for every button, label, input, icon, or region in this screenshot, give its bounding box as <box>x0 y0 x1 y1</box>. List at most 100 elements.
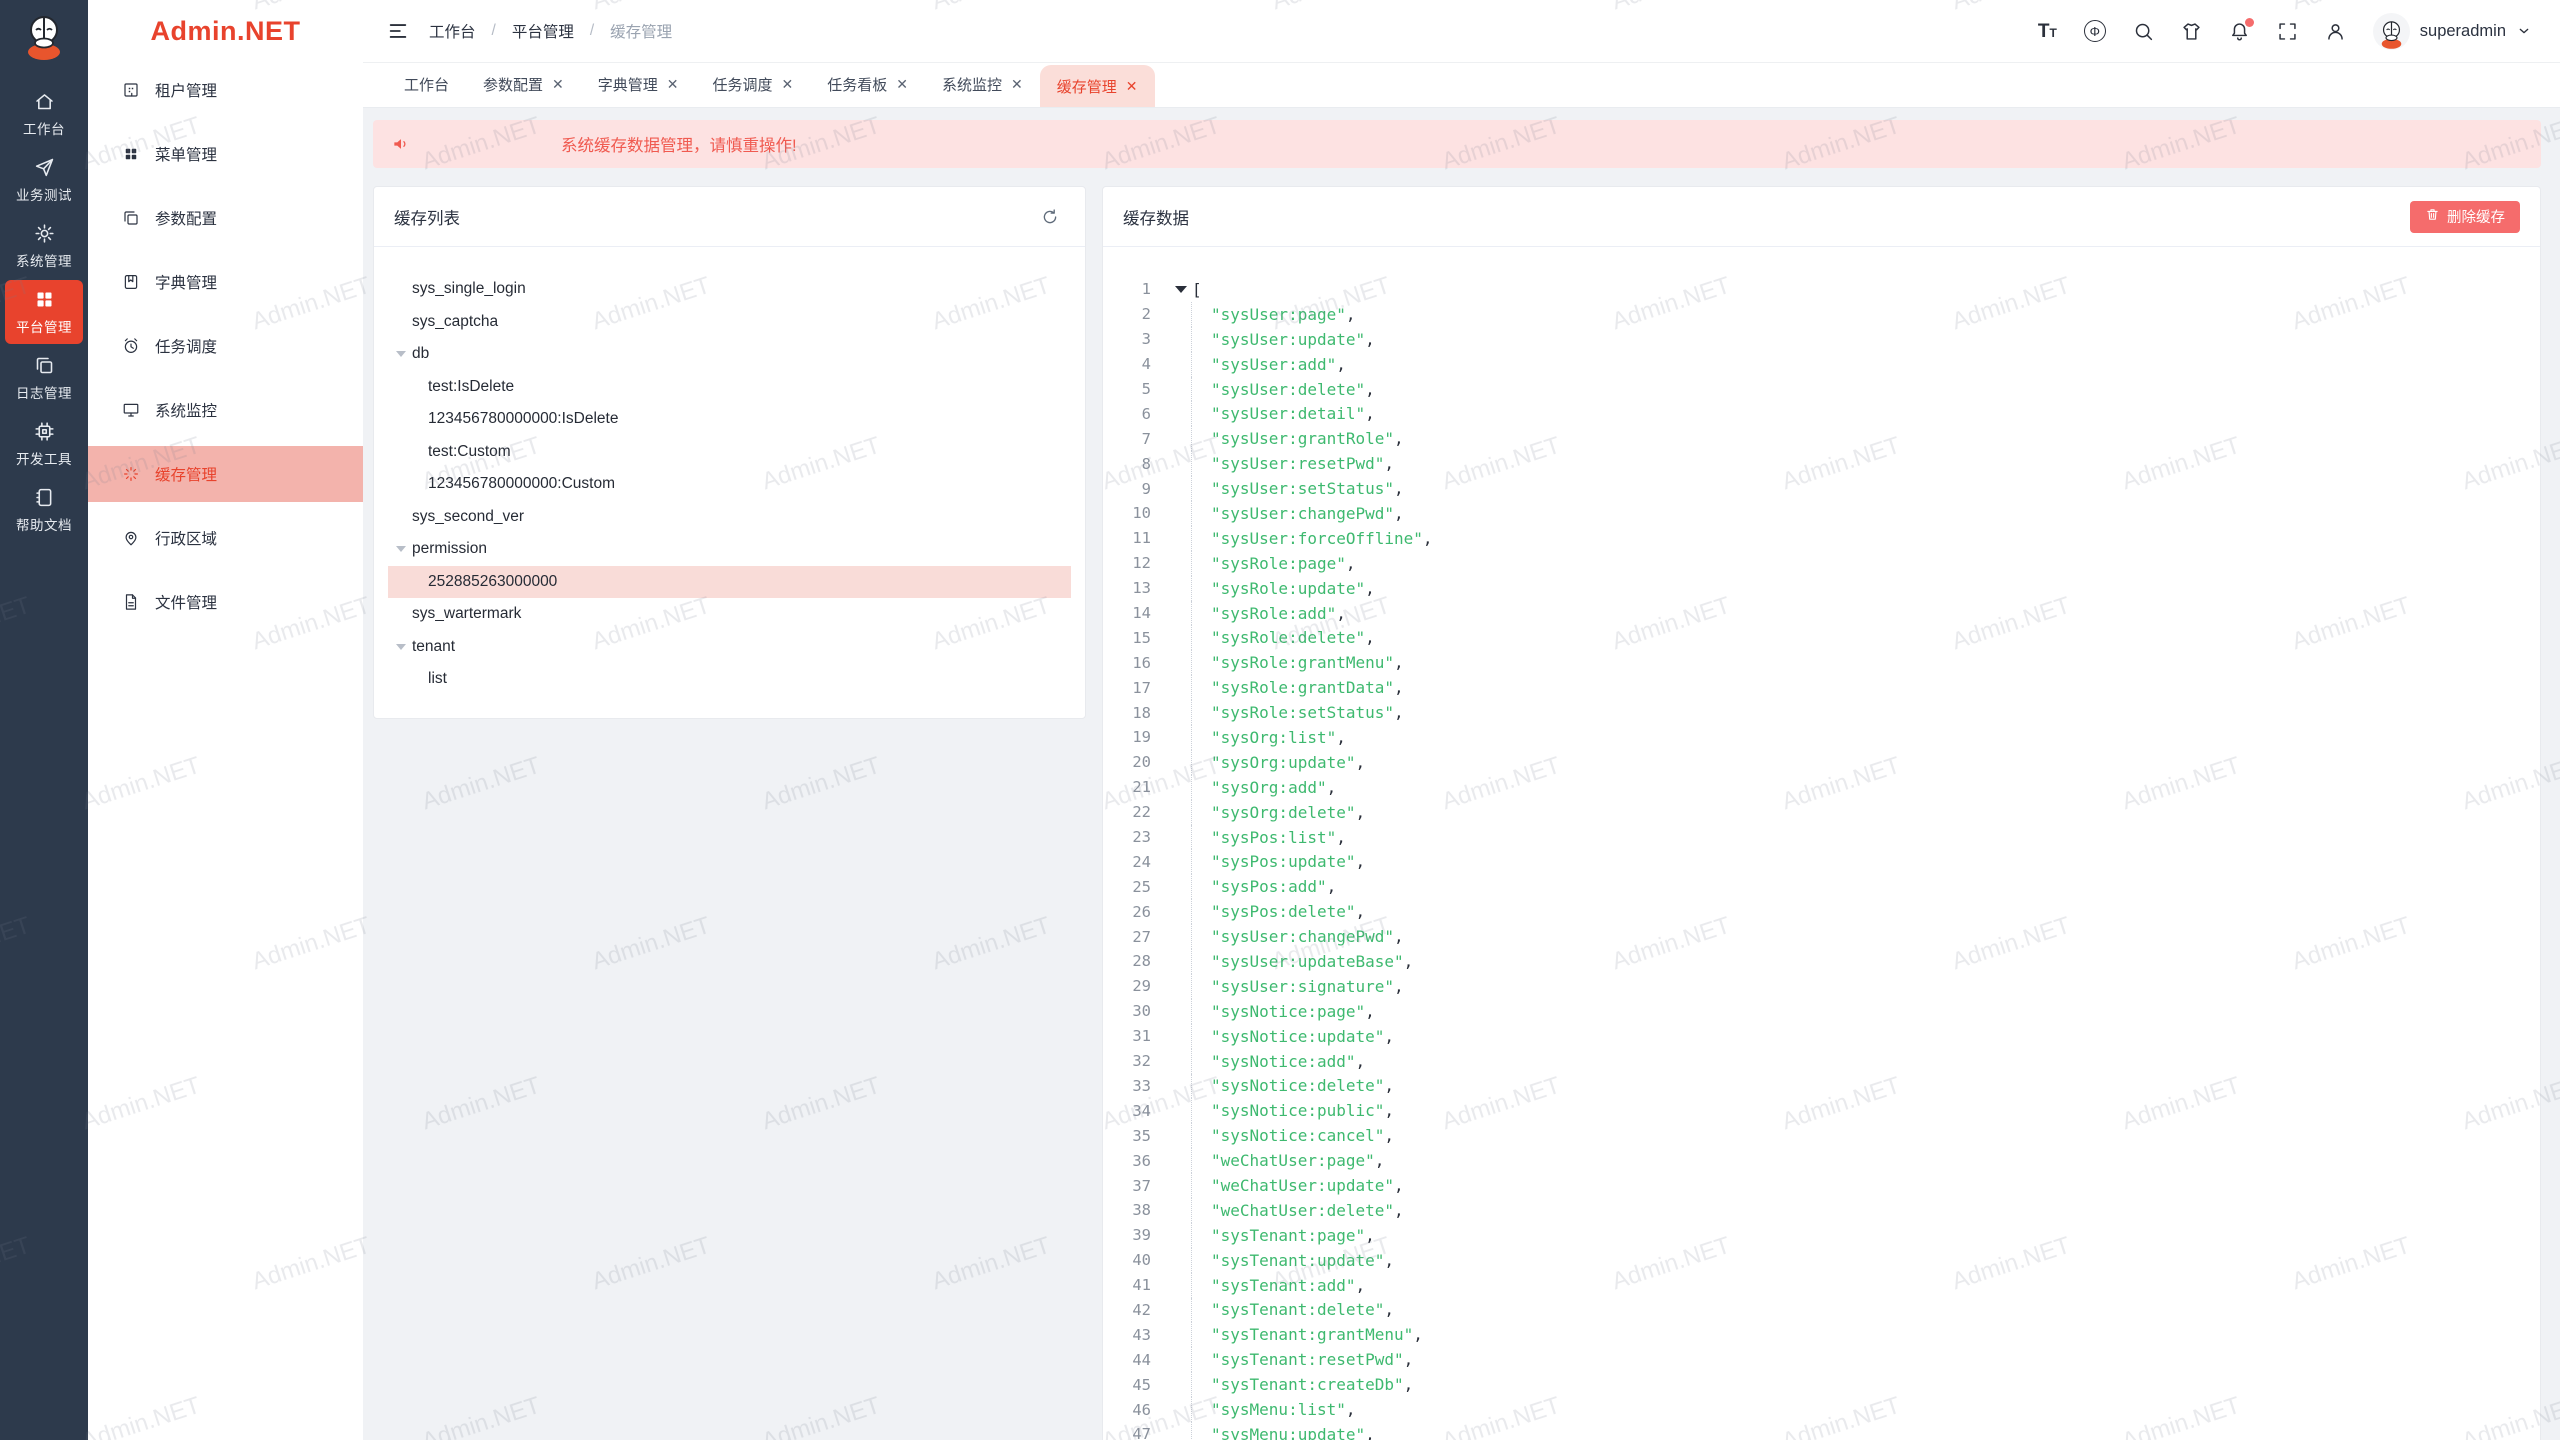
breadcrumb-separator: / <box>491 22 496 39</box>
theme-icon <box>2183 22 2200 40</box>
font-size-icon[interactable]: TT <box>2037 20 2057 42</box>
submenu-item[interactable]: 文件管理 <box>88 574 363 630</box>
json-line: 34 "sysNotice:public", <box>1103 1098 2540 1124</box>
tab[interactable]: 字典管理 ✕ <box>581 61 696 107</box>
tree-node[interactable]: sys_captcha <box>388 306 1071 339</box>
rail-item[interactable]: 平台管理 <box>5 280 83 344</box>
tab-close-icon[interactable]: ✕ <box>781 76 794 92</box>
submenu-item[interactable]: 缓存管理 <box>88 446 363 502</box>
json-string: "sysPos:add" <box>1211 877 1327 897</box>
json-line: 41 "sysTenant:add", <box>1103 1272 2540 1298</box>
notification-icon[interactable] <box>2229 17 2254 42</box>
json-string: "sysNotice:cancel" <box>1211 1126 1385 1146</box>
tree-node[interactable]: list <box>388 663 1071 696</box>
json-line: 24 "sysPos:update", <box>1103 849 2540 875</box>
breadcrumb-item[interactable]: 工作台 <box>429 24 476 41</box>
json-line: 7 "sysUser:grantRole", <box>1103 426 2540 452</box>
tab-close-icon[interactable]: ✕ <box>896 76 909 92</box>
tree-node[interactable]: 123456780000000:IsDelete <box>388 403 1071 436</box>
json-string: "sysNotice:update" <box>1211 1026 1385 1046</box>
tab-close-icon[interactable]: ✕ <box>666 76 679 92</box>
tab[interactable]: 参数配置 ✕ <box>466 61 581 107</box>
json-string: "sysRole:grantData" <box>1211 678 1395 698</box>
json-string: "sysUser:page" <box>1211 304 1346 324</box>
tree-node[interactable]: db <box>388 338 1071 371</box>
tab-close-icon[interactable]: ✕ <box>1011 76 1023 92</box>
line-number: 37 <box>1132 1176 1151 1195</box>
json-viewer: 1 [ 2 "sysUser:page", 3 "sysUser:update"… <box>1103 247 2540 1440</box>
tree-node[interactable]: sys_wartermark <box>388 598 1071 631</box>
json-string: "sysTenant:page" <box>1211 1225 1366 1245</box>
rail-item[interactable]: 日志管理 <box>5 346 83 410</box>
json-line: 26 "sysPos:delete", <box>1103 899 2540 925</box>
line-number: 30 <box>1132 1002 1151 1021</box>
line-number: 3 <box>1141 330 1151 349</box>
user-menu[interactable]: superadmin <box>2372 12 2532 50</box>
delete-cache-button[interactable]: 删除缓存 <box>2410 200 2520 233</box>
tree-node[interactable]: sys_single_login <box>388 273 1071 306</box>
tree-node[interactable]: test:IsDelete <box>388 371 1071 404</box>
tab[interactable]: 工作台 <box>387 61 466 107</box>
breadcrumb-item: 缓存管理 <box>610 24 673 41</box>
user-icon[interactable] <box>2325 21 2346 42</box>
tree-node[interactable]: sys_second_ver <box>388 501 1071 534</box>
tree-node-label: list <box>428 670 447 688</box>
rail-item[interactable]: 业务测试 <box>5 148 83 212</box>
submenu-item[interactable]: 菜单管理 <box>88 126 363 182</box>
caret-down-icon[interactable] <box>396 643 412 650</box>
rail-item[interactable]: 帮助文档 <box>5 478 83 542</box>
tab-close-icon[interactable]: ✕ <box>552 76 564 92</box>
caret-down-icon[interactable] <box>396 546 412 553</box>
submenu-item[interactable]: 租户管理 <box>88 62 363 118</box>
tab-label: 字典管理 <box>597 76 658 94</box>
submenu-item[interactable]: 参数配置 <box>88 190 363 246</box>
tab[interactable]: 系统监控 ✕ <box>925 61 1040 107</box>
app-logo[interactable] <box>17 9 71 68</box>
tab[interactable]: 任务看板 ✕ <box>810 61 925 107</box>
submenu-item-label: 任务调度 <box>155 339 218 356</box>
notification-badge <box>2244 17 2254 27</box>
caret-down-icon[interactable] <box>396 351 412 358</box>
tree-node[interactable]: permission <box>388 533 1071 566</box>
tab[interactable]: 缓存管理 ✕ <box>1039 65 1155 107</box>
tab[interactable]: 任务调度 ✕ <box>696 61 811 107</box>
rail-item-label: 开发工具 <box>16 452 72 467</box>
tree-node[interactable]: 252885263000000 <box>388 565 1071 598</box>
submenu-item[interactable]: 字典管理 <box>88 254 363 310</box>
tree-node[interactable]: test:Custom <box>388 436 1071 469</box>
json-string: "sysRole:delete" <box>1211 628 1366 648</box>
json-string: "sysUser:setStatus" <box>1211 479 1395 499</box>
language-icon[interactable]: Φ <box>2083 20 2106 42</box>
json-line: 14 "sysRole:add", <box>1103 600 2540 626</box>
line-number: 44 <box>1132 1350 1151 1369</box>
breadcrumb-item[interactable]: 平台管理 <box>511 24 574 41</box>
notification-icon <box>2231 22 2247 40</box>
rail-item[interactable]: 开发工具 <box>5 412 83 476</box>
speaker-icon <box>391 134 411 154</box>
json-line: 10 "sysUser:changePwd", <box>1103 501 2540 526</box>
navbar-actions: TT Φ superadmin <box>2037 12 2532 50</box>
fullscreen-icon[interactable] <box>2277 21 2298 42</box>
search-icon[interactable] <box>2133 21 2154 42</box>
app-logo-text[interactable]: Admin.NET <box>150 15 301 46</box>
tab-label: 任务看板 <box>827 76 888 94</box>
tree-node[interactable]: tenant <box>388 631 1071 664</box>
sidebar-fold-icon[interactable] <box>387 20 409 42</box>
submenu-item[interactable]: 行政区域 <box>88 510 363 566</box>
submenu-item[interactable]: 任务调度 <box>88 318 363 374</box>
page-content: 系统缓存数据管理，请慎重操作! 缓存列表 sys_single_login sy… <box>363 108 2560 1440</box>
tree-node[interactable]: 123456780000000:Custom <box>388 468 1071 501</box>
json-string: "sysPos:list" <box>1211 827 1337 847</box>
refresh-button[interactable] <box>1035 207 1065 227</box>
json-string: "sysOrg:list" <box>1211 727 1337 747</box>
collapse-caret-icon[interactable] <box>1175 285 1187 293</box>
tree-node-label: sys_captcha <box>412 312 499 330</box>
submenu-item[interactable]: 系统监控 <box>88 382 363 438</box>
theme-icon[interactable] <box>2181 21 2202 42</box>
rail-item[interactable]: 工作台 <box>5 82 83 146</box>
json-line: 32 "sysNotice:add", <box>1103 1048 2540 1074</box>
main-area: 工作台 / 平台管理 / 缓存管理 TT Φ superadmin 工作台 参数配置 ✕ … <box>363 0 2560 1440</box>
rail-item[interactable]: 系统管理 <box>5 214 83 278</box>
tab-close-icon[interactable]: ✕ <box>1125 78 1138 94</box>
json-line: 45 "sysTenant:createDb", <box>1103 1372 2540 1397</box>
